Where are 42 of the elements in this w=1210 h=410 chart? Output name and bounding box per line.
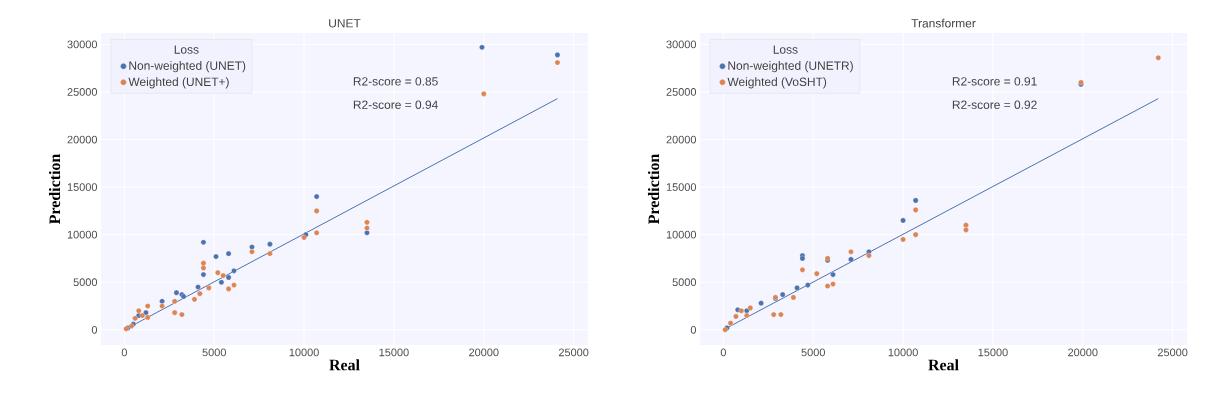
y-tick-label: 0 xyxy=(690,325,697,334)
y-axis-title: Prediction xyxy=(48,153,61,224)
y-axis-title: Prediction xyxy=(647,153,660,224)
y-tick-label: 15000 xyxy=(67,183,98,191)
x-tick-label: 20000 xyxy=(469,348,499,357)
y-tick-label: 30000 xyxy=(666,40,697,49)
chart-title: Transformer xyxy=(911,18,976,28)
y-tick-label: 0 xyxy=(91,325,98,334)
legend-label: Weighted (UNET+) xyxy=(128,77,229,89)
x-axis-title: Real xyxy=(329,359,360,371)
legend-label: Non-weighted (UNETR) xyxy=(728,61,853,73)
y-tick-label: 20000 xyxy=(67,135,98,144)
x-tick-label: 5000 xyxy=(202,348,226,357)
y-tick-label: 10000 xyxy=(67,230,98,239)
x-tick-label: 10000 xyxy=(888,348,918,357)
y-tick-label: 5000 xyxy=(672,278,697,287)
y-tick-label: 5000 xyxy=(73,278,98,287)
y-tick-label: 10000 xyxy=(666,230,697,239)
legend-title: Loss xyxy=(174,45,199,54)
y-tick-label: 25000 xyxy=(666,88,697,96)
x-axis-title: Real xyxy=(928,359,959,371)
x-tick-label: 0 xyxy=(121,348,127,357)
y-tick-label: 20000 xyxy=(666,135,697,144)
legend-label: Weighted (VoSHT) xyxy=(727,77,827,89)
annotation: R2-score = 0.91 xyxy=(952,77,1037,86)
y-tick-label: 25000 xyxy=(67,88,98,96)
x-tick-label: 5000 xyxy=(801,348,825,357)
x-tick-label: 25000 xyxy=(1157,348,1188,357)
legend-label: Non-weighted (UNET) xyxy=(129,61,246,73)
legend-title: Loss xyxy=(773,45,798,54)
x-tick-label: 20000 xyxy=(1068,348,1098,357)
x-tick-label: 0 xyxy=(720,348,726,357)
annotation: R2-score = 0.94 xyxy=(353,100,438,109)
x-tick-label: 10000 xyxy=(289,348,319,357)
x-tick-label: 15000 xyxy=(978,348,1008,357)
chart-title: UNET xyxy=(329,19,361,28)
x-tick-label: 15000 xyxy=(379,348,409,357)
x-tick-label: 25000 xyxy=(558,348,589,357)
annotation: R2-score = 0.92 xyxy=(952,100,1037,109)
annotation: R2-score = 0.85 xyxy=(353,77,438,86)
y-tick-label: 15000 xyxy=(666,183,697,191)
y-tick-label: 30000 xyxy=(67,40,98,49)
